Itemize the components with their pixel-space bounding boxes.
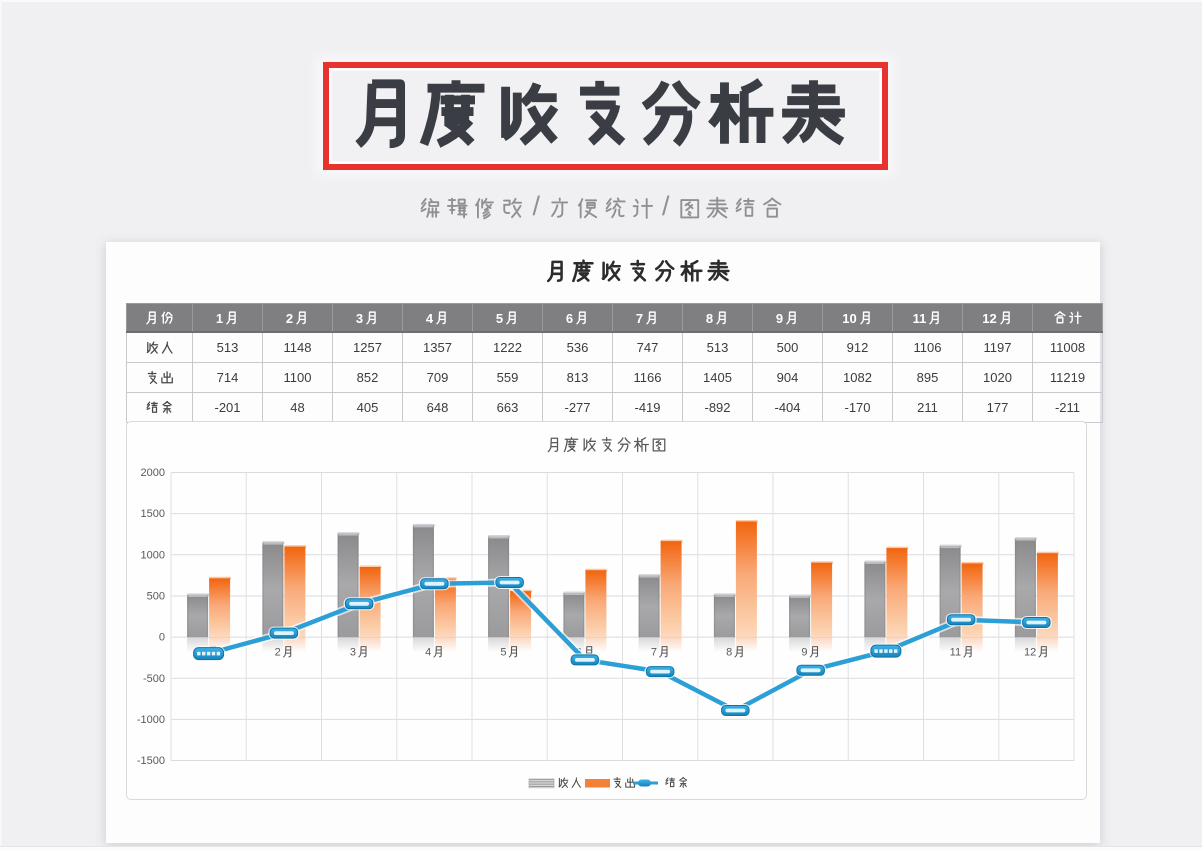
svg-text:1500: 1500: [141, 508, 165, 520]
svg-text:3: 3: [350, 647, 356, 659]
svg-text:-500: -500: [143, 673, 165, 685]
svg-text:5: 5: [500, 647, 506, 659]
svg-text:1000: 1000: [141, 549, 165, 561]
svg-text:8: 8: [726, 647, 732, 659]
svg-text:-1000: -1000: [137, 714, 165, 726]
svg-text:-1500: -1500: [137, 755, 165, 767]
svg-text:0: 0: [159, 632, 165, 644]
svg-text:9: 9: [801, 647, 807, 659]
svg-text:12: 12: [1024, 647, 1036, 659]
svg-text:2000: 2000: [141, 467, 165, 479]
svg-text:4: 4: [425, 647, 431, 659]
svg-text:7: 7: [651, 647, 657, 659]
svg-text:11: 11: [950, 647, 961, 659]
svg-text:500: 500: [147, 591, 165, 603]
svg-text:2: 2: [275, 647, 281, 659]
